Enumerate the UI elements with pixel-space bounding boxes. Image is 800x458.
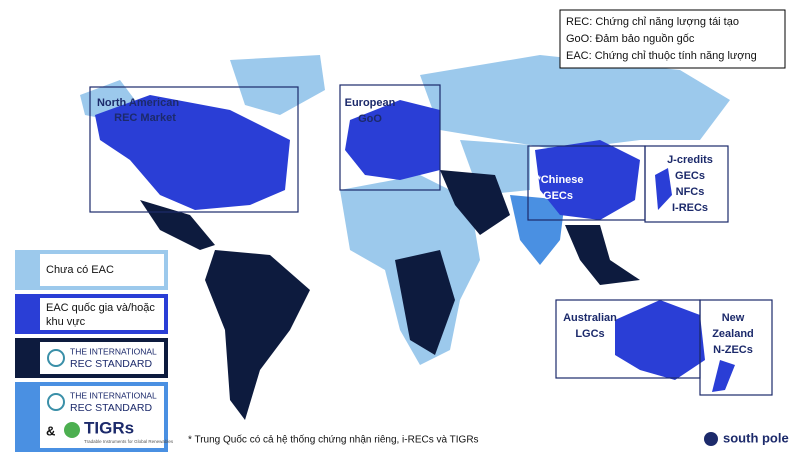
- region-label: *Chinese: [536, 174, 583, 186]
- box-new-zealand: [699, 299, 773, 396]
- legend-label: Chưa có EAC: [46, 264, 114, 276]
- europe: [345, 100, 440, 180]
- legend: Chưa có EAC EAC quốc gia và/hoặc khu vực…: [15, 250, 174, 452]
- box-europe: [339, 84, 441, 191]
- region-label: I-RECs: [672, 202, 708, 214]
- legend-panel: [40, 342, 164, 374]
- legend-panel: [40, 298, 164, 330]
- australia: [615, 300, 705, 380]
- abbreviation: EAC: Chứng chỉ thuộc tính năng lượng: [566, 50, 757, 62]
- japan: [655, 168, 672, 210]
- new-zealand: [712, 360, 735, 392]
- region-labels: North American REC Market European GoO *…: [97, 97, 754, 356]
- legend-label: TIGRs: [84, 418, 134, 437]
- region-label: J-credits: [667, 154, 713, 166]
- region-label: Australian: [563, 312, 617, 324]
- greenland: [230, 55, 325, 115]
- legend-label: EAC quốc gia và/hoặc: [46, 302, 155, 314]
- tigrs-logo: [64, 422, 80, 438]
- region-label: REC Market: [114, 112, 176, 124]
- middle-east: [440, 170, 510, 235]
- region-label: GoO: [358, 113, 382, 125]
- map: [80, 55, 735, 420]
- box-japan: [644, 145, 729, 223]
- region-label: LGCs: [575, 328, 604, 340]
- irec-logo: [47, 393, 65, 411]
- irec-logo: [47, 349, 65, 367]
- abbreviation-box: REC: Chứng chỉ năng lượng tái tạo GoO: Đ…: [559, 9, 786, 69]
- region-label: GECs: [675, 170, 705, 182]
- legend-label: REC STANDARD: [70, 402, 152, 414]
- brand-name: south pole: [723, 430, 789, 445]
- abbreviation: GoO: Đảm bảo nguồn gốc: [566, 33, 695, 45]
- region-label: New: [722, 312, 745, 324]
- legend-panel: [40, 254, 164, 286]
- region-label: NFCs: [676, 186, 705, 198]
- legend-label: REC STANDARD: [70, 358, 152, 370]
- legend-label: Tradable Instruments for Global Renewabl…: [84, 439, 174, 444]
- south-america: [205, 250, 310, 420]
- africa-irec: [395, 250, 455, 355]
- region-boxes: [89, 84, 773, 396]
- region-label: European: [345, 97, 396, 109]
- region-label: Zealand: [712, 328, 754, 340]
- region-label: North American: [97, 97, 179, 109]
- legend-label: THE INTERNATIONAL: [70, 390, 157, 400]
- footnote: * Trung Quốc có cả hệ thống chứng nhận r…: [188, 434, 479, 446]
- russia: [420, 55, 730, 150]
- abbreviation: REC: Chứng chỉ năng lượng tái tạo: [566, 16, 739, 28]
- brand: south pole: [704, 430, 789, 446]
- abbreviation-frame: [559, 9, 786, 69]
- china: [535, 140, 640, 220]
- box-north-america: [89, 86, 299, 213]
- legend-label: khu vực: [46, 316, 86, 328]
- southeast-asia: [565, 225, 640, 285]
- legend-label: THE INTERNATIONAL: [70, 346, 157, 356]
- india: [510, 195, 565, 265]
- legend-label: &: [46, 423, 55, 438]
- north-america: [95, 95, 290, 210]
- region-label: N-ZECs: [713, 344, 753, 356]
- region-label: GECs: [543, 190, 573, 202]
- brand-logo: [704, 432, 718, 446]
